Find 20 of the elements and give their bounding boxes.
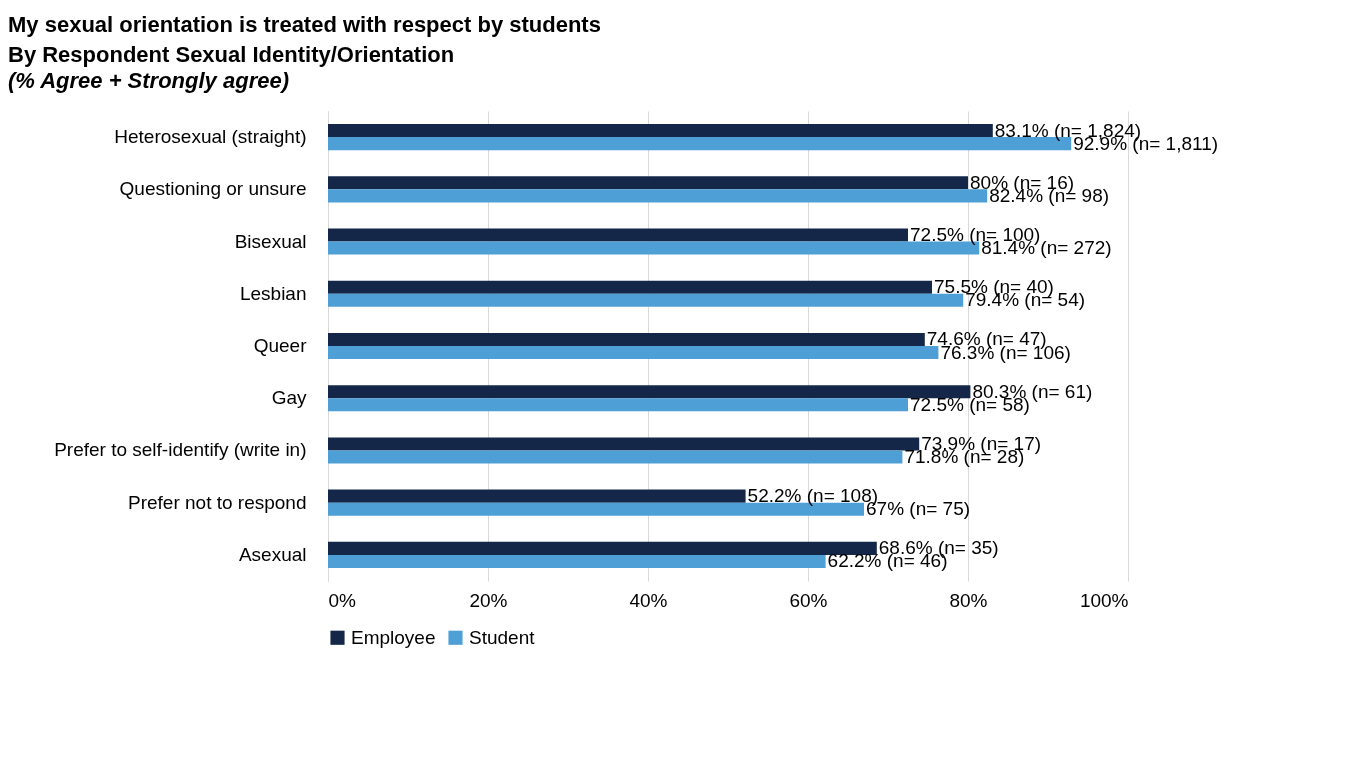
y-tick-label: Lesbian [239, 282, 307, 304]
legend-label: Student [469, 626, 536, 648]
x-tick-label: 100% [1079, 589, 1129, 611]
y-tick-label: Asexual [238, 543, 307, 565]
y-tick-label: Prefer to self-identify (write in) [54, 439, 307, 461]
y-tick-label: Bisexual [234, 230, 307, 252]
chart-subtitle: By Respondent Sexual Identity/Orientation [8, 42, 455, 67]
x-tick-label: 80% [949, 589, 988, 611]
text: (% Agree + Strongly agree) [8, 68, 289, 93]
y-tick-label: Prefer not to respond [128, 491, 307, 513]
y-tick-label: Questioning or unsure [119, 178, 307, 200]
x-tick-label: 20% [469, 589, 508, 611]
y-tick-label: Gay [271, 387, 307, 409]
y-tick-label: Heterosexual (straight) [114, 126, 307, 148]
legend-label: Employee [351, 626, 436, 648]
chart-title: My sexual orientation is treated with respect by students [8, 12, 601, 37]
x-tick-label: 40% [629, 589, 668, 611]
x-tick-label: 60% [789, 589, 828, 611]
x-tick-label: 0% [328, 589, 357, 611]
y-tick-label: Queer [253, 335, 308, 356]
